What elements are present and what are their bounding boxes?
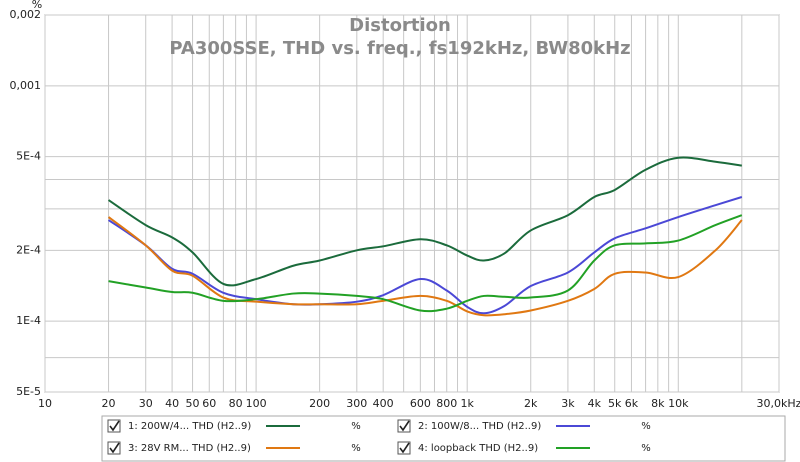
x-tick-label: 100	[246, 397, 267, 410]
legend-label: 4: loopback THD (H2..9)	[418, 443, 538, 454]
y-tick-label: 5E-5	[16, 385, 41, 398]
y-tick-label: 5E-4	[16, 150, 41, 163]
x-tick-label: 8k	[651, 397, 665, 410]
legend-checkbox[interactable]	[107, 419, 121, 433]
series-line	[107, 156, 742, 287]
x-tick-label: 10k	[668, 397, 689, 410]
checkbox-tick[interactable]	[399, 420, 410, 432]
checkbox-tick[interactable]	[399, 442, 410, 454]
x-tick-label: 20	[102, 397, 116, 410]
chart-subtitle: PA300SSE, THD vs. freq., fs192kHz, BW80k…	[169, 38, 630, 59]
legend-unit: %	[351, 421, 361, 432]
legend-checkbox[interactable]	[397, 441, 411, 455]
x-tick-label: 200	[309, 397, 330, 410]
legend-label: 3: 28V RM... THD (H2..9)	[128, 443, 251, 454]
legend: 1: 200W/4... THD (H2..9)% 2: 100W/8... TH…	[101, 415, 786, 462]
x-tick-label: 4k	[588, 397, 602, 410]
y-tick-label: 2E-4	[16, 243, 41, 256]
grid	[44, 14, 780, 393]
legend-checkbox[interactable]	[107, 441, 121, 455]
legend-box	[101, 415, 786, 462]
legend-label: 2: 100W/8... THD (H2..9)	[418, 421, 541, 432]
chart-title: Distortion	[349, 15, 451, 36]
x-tick-label: 50	[186, 397, 200, 410]
x-tick-label: 40	[165, 397, 179, 410]
x-tick-label: 1k	[461, 397, 475, 410]
legend-unit: %	[641, 421, 651, 432]
x-tick-label: 60	[202, 397, 216, 410]
y-tick-label: 0,002	[10, 8, 42, 21]
legend-label: 1: 200W/4... THD (H2..9)	[128, 421, 251, 432]
x-tick-label: 5k	[608, 397, 622, 410]
x-tick-label: 10	[38, 397, 52, 410]
legend-unit: %	[351, 443, 361, 454]
y-tick-label: 0,001	[10, 79, 42, 92]
x-tick-label: 600	[410, 397, 431, 410]
series-line	[107, 216, 743, 317]
checkbox-tick[interactable]	[109, 420, 120, 432]
y-tick-label: 1E-4	[16, 314, 41, 327]
x-tick-label: 300	[346, 397, 367, 410]
legend-checkbox[interactable]	[397, 419, 411, 433]
x-tick-label: 80	[229, 397, 243, 410]
x-tick-label: 6k	[625, 397, 639, 410]
series-line	[108, 214, 743, 313]
checkbox-tick[interactable]	[109, 442, 120, 454]
x-tick-label: 800	[436, 397, 457, 410]
y-axis-label: %	[32, 0, 42, 11]
x-tick-label: 30,0kHz	[757, 397, 800, 410]
x-tick-label: 2k	[524, 397, 538, 410]
legend-unit: %	[641, 443, 651, 454]
series-line	[107, 196, 743, 315]
x-tick-label: 30	[139, 397, 153, 410]
lines	[107, 156, 743, 317]
x-tick-label: 3k	[561, 397, 575, 410]
x-tick-label: 400	[373, 397, 394, 410]
plot-area	[44, 14, 780, 393]
